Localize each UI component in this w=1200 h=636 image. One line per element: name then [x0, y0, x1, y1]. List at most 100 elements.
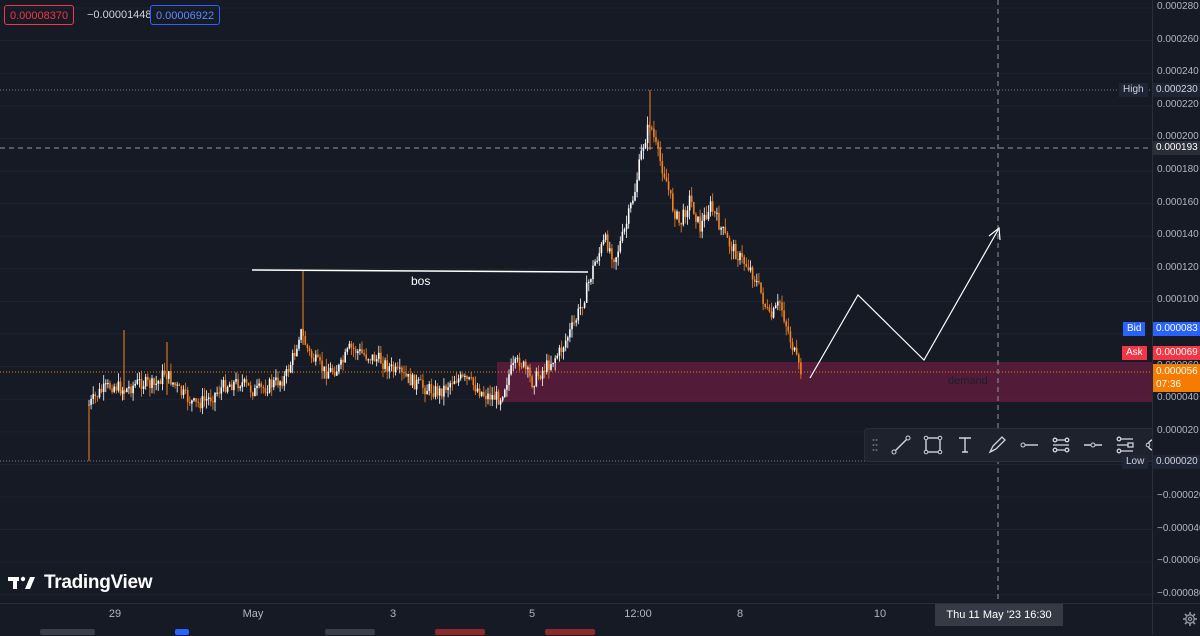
candle-body: [262, 386, 265, 389]
candle-body: [785, 321, 787, 327]
candle-body: [323, 366, 325, 372]
candle-body: [130, 386, 132, 394]
bos-line[interactable]: [251, 269, 589, 273]
candle-body: [722, 226, 724, 228]
candle-body: [287, 369, 290, 373]
candle-body: [665, 177, 668, 182]
candle-body: [531, 376, 533, 388]
candle-body: [777, 301, 779, 306]
candle-body: [459, 374, 462, 379]
candle-body: [535, 371, 538, 387]
rectangle-icon[interactable]: [917, 430, 949, 460]
candle-body: [735, 244, 737, 260]
demand-zone[interactable]: [497, 362, 1152, 402]
candle-body: [361, 349, 363, 354]
candle-body: [615, 257, 617, 263]
price-tick-label: −0.000020: [1157, 490, 1200, 501]
candle-body: [144, 376, 147, 387]
price-tick-label: 0.000240: [1157, 66, 1199, 78]
candle-body: [123, 390, 126, 393]
candle-body: [121, 390, 124, 394]
drag-handle-icon[interactable]: [865, 430, 885, 460]
candle-body: [174, 382, 176, 386]
candle-body: [373, 354, 376, 362]
ask-price-box[interactable]: 0.00006922: [150, 5, 221, 25]
candle-body: [478, 388, 481, 397]
candle-body: [703, 214, 706, 221]
candle-body: [707, 211, 710, 220]
candle-body: [690, 195, 693, 203]
price-tick-label: 0.000140: [1157, 229, 1199, 241]
candle-body: [592, 265, 594, 280]
bid-price-box[interactable]: 0.00008370: [4, 5, 75, 25]
last-price-value: 0.000056: [1156, 366, 1198, 377]
candle-body: [382, 363, 384, 369]
candle-body: [636, 179, 638, 193]
candle-body: [800, 362, 802, 375]
candle-body: [325, 366, 328, 379]
candle-body: [743, 256, 745, 265]
candle-body: [480, 391, 483, 397]
last-price-tag: 0.000056 07:36: [1153, 364, 1200, 392]
candle-body: [254, 388, 256, 397]
candle-body: [701, 220, 703, 232]
candle-body: [189, 402, 191, 404]
candle-body: [247, 382, 250, 386]
candle-body: [346, 348, 349, 352]
candle-body: [245, 379, 248, 383]
horizontal-line-icon[interactable]: [1077, 430, 1109, 460]
text-icon[interactable]: [949, 430, 981, 460]
candle-body: [163, 370, 166, 375]
candle-body: [697, 216, 699, 222]
candle-body: [537, 371, 540, 377]
brush-icon[interactable]: [981, 430, 1013, 460]
bid-price-tag: 0.000083: [1153, 322, 1200, 336]
candle-body: [774, 305, 777, 309]
candle-body: [585, 282, 588, 303]
candle-body: [354, 349, 357, 354]
candle-body: [462, 374, 464, 377]
price-tick-label: 0.000180: [1157, 164, 1199, 175]
horizontal-ray-icon[interactable]: [1013, 430, 1045, 460]
candle-body: [193, 398, 195, 401]
candle-body: [627, 208, 630, 224]
candle-body: [270, 379, 273, 388]
candle-body: [100, 388, 103, 392]
candle-body: [249, 385, 252, 393]
candle-body: [787, 326, 790, 332]
candle-body: [312, 357, 315, 362]
candle-body: [98, 388, 101, 398]
candle-body: [518, 357, 521, 367]
price-chart[interactable]: [0, 0, 1152, 603]
settings-gear-icon[interactable]: [1152, 603, 1200, 635]
position-icon[interactable]: [1109, 430, 1141, 460]
candle-body: [367, 359, 370, 361]
candle-body: [210, 397, 212, 402]
candle-body: [684, 209, 687, 218]
candle-body: [541, 370, 544, 379]
trend-line-icon[interactable]: [885, 430, 917, 460]
candle-body: [724, 226, 727, 234]
projection-path[interactable]: [809, 229, 999, 379]
demand-label: demand: [948, 375, 988, 387]
tradingview-logo[interactable]: TradingView: [8, 572, 153, 594]
candle-body: [789, 331, 792, 343]
candle-body: [336, 371, 338, 376]
price-axis[interactable]: 0.000280 0.000260 0.000240 0.000220 0.000200…: [1152, 0, 1200, 603]
price-tick-label: −0.000040: [1157, 522, 1200, 534]
candle-body: [621, 231, 624, 242]
candle-body: [149, 380, 151, 388]
candle-body: [300, 329, 302, 340]
candle-body: [352, 347, 355, 350]
chart-area[interactable]: bos demand: [0, 0, 1152, 603]
candle-body: [571, 322, 573, 330]
candle-body: [237, 379, 239, 389]
candle-body: [728, 237, 731, 247]
candle-body: [411, 374, 414, 386]
ask-label: Ask: [1122, 346, 1147, 360]
price-tick-label: −0.000080: [1157, 587, 1200, 599]
drawing-toolbar[interactable]: [864, 428, 1200, 462]
candle-body: [392, 364, 395, 373]
parallel-channel-icon[interactable]: [1045, 430, 1077, 460]
candle-body: [115, 386, 118, 391]
